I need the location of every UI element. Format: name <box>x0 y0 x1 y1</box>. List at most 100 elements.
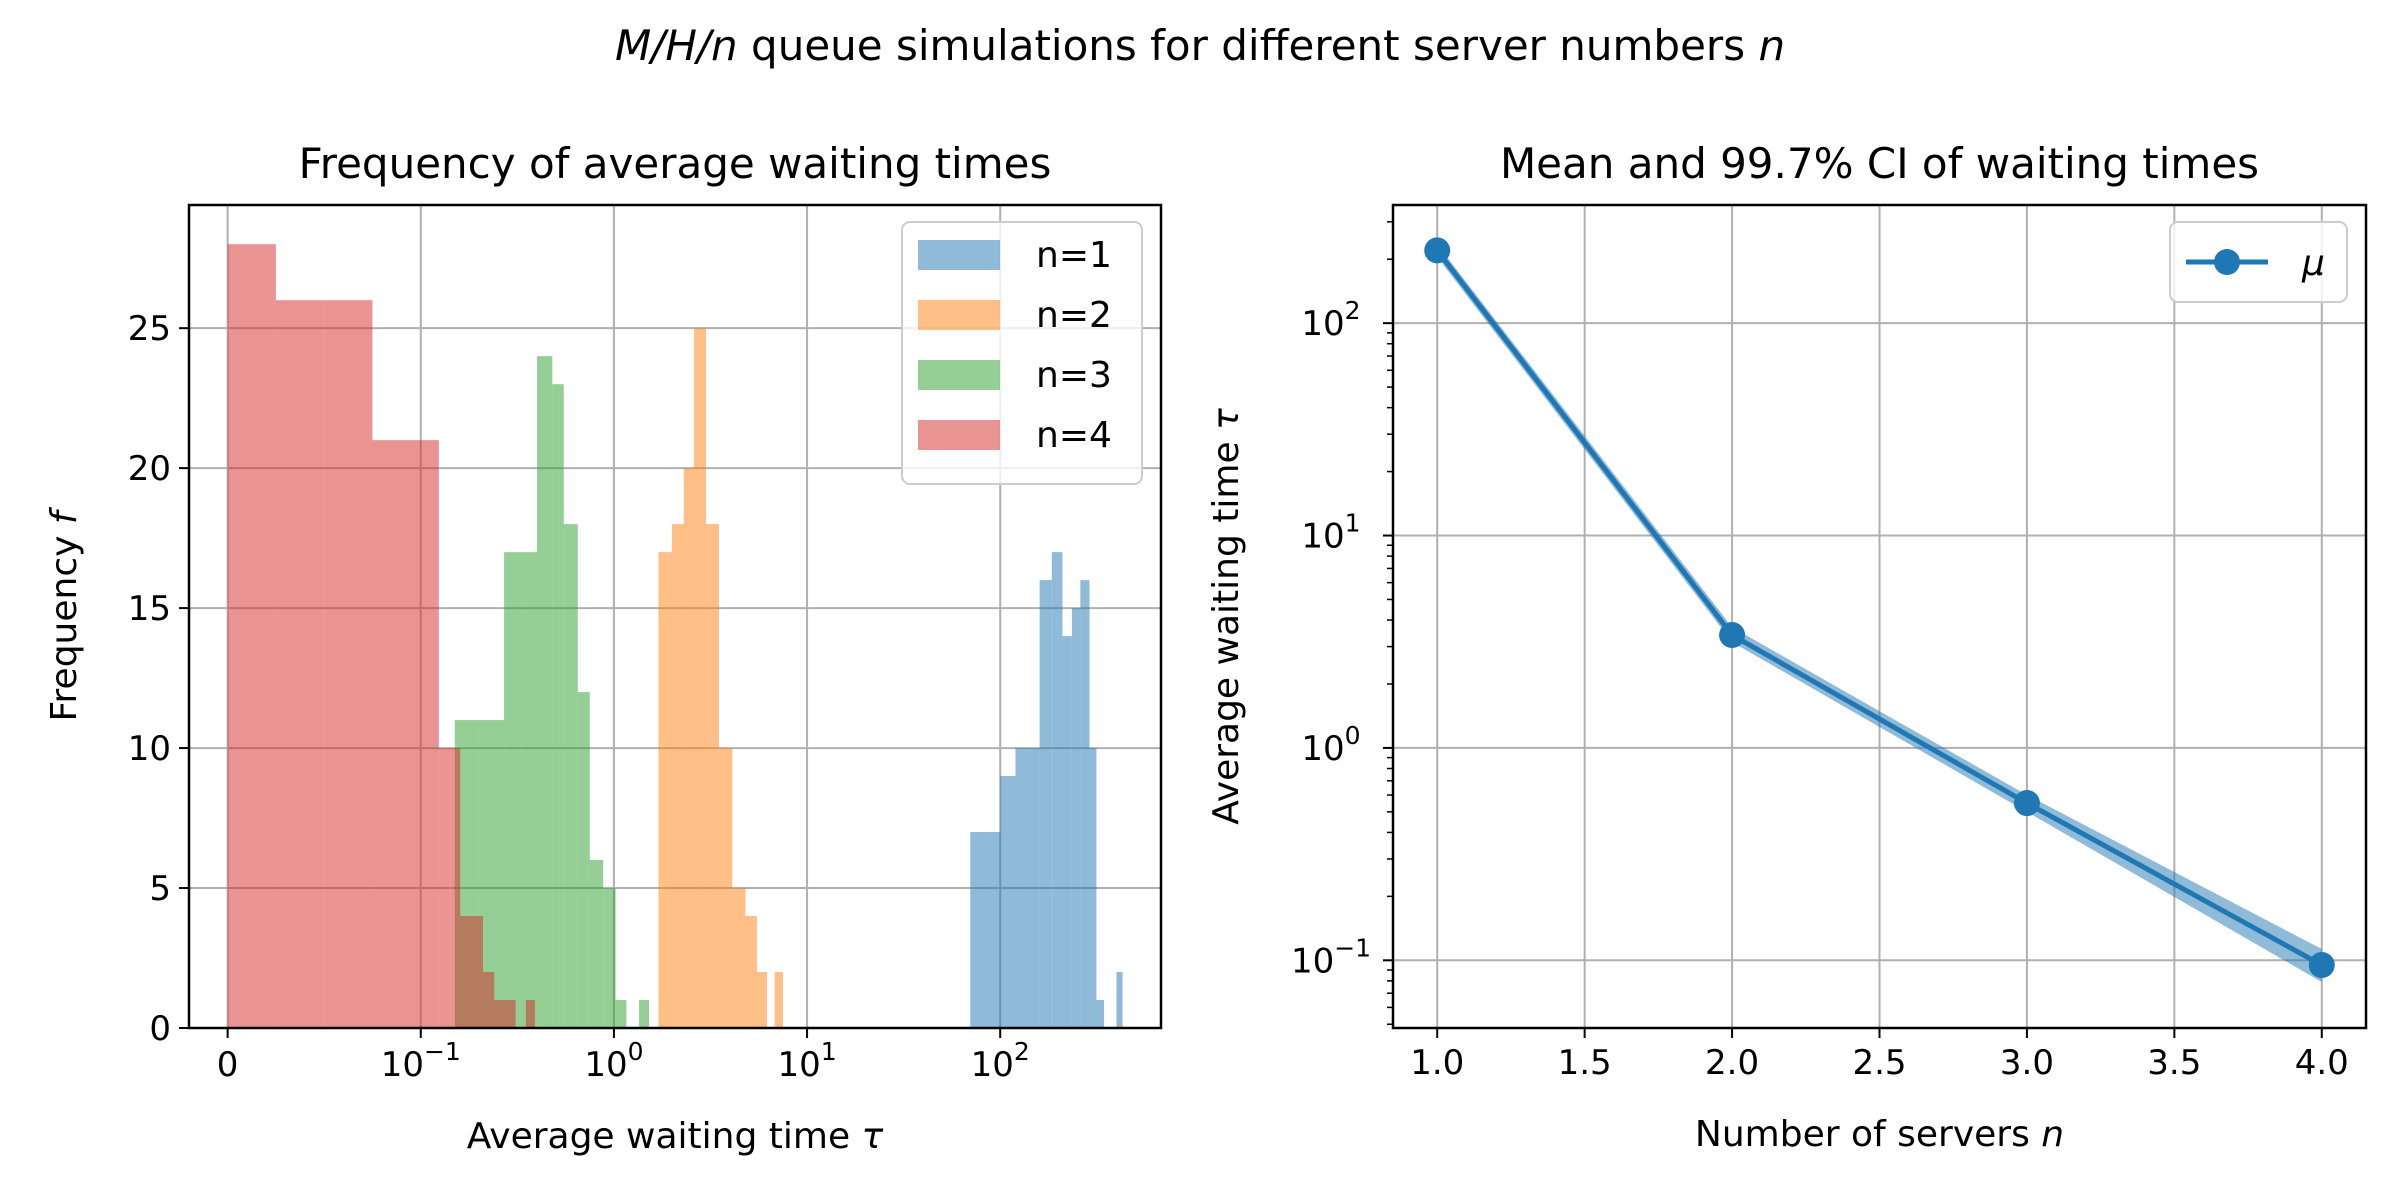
histogram-bar-n3 <box>520 552 538 1028</box>
histogram-legend-label: n=2 <box>1036 295 1112 336</box>
histogram-bar-n1 <box>1080 580 1090 1028</box>
histogram-bar-n4 <box>372 440 421 1029</box>
line-x-axis-label-symbol: n <box>2041 1114 2064 1155</box>
histogram-bar-n1 <box>1096 1000 1105 1028</box>
histogram-bar-n3 <box>589 860 604 1028</box>
histogram-x-tick-label-base: 10 <box>777 1045 820 1085</box>
line-x-tick-label: 1.0 <box>1410 1043 1464 1083</box>
line-x-tick-label: 4.0 <box>2295 1043 2349 1083</box>
histogram-bar-n2 <box>694 328 707 1029</box>
suptitle-italic-prefix: M/H/n <box>615 21 738 70</box>
histogram-bar-n2 <box>774 972 783 1028</box>
line-legend-marker <box>2214 249 2240 275</box>
histogram-bar-n2 <box>672 524 684 1028</box>
histogram-title: Frequency of average waiting times <box>299 139 1052 188</box>
suptitle-middle: queue simulations for different server n… <box>738 21 1759 70</box>
histogram-legend-swatch <box>918 300 1000 330</box>
histogram-x-axis-label-symbol: τ <box>862 1116 884 1157</box>
mean-point <box>2308 952 2335 979</box>
line-x-tick-label: 1.5 <box>1558 1043 1612 1083</box>
histogram-x-tick-label-base: 10 <box>381 1045 424 1085</box>
histogram-y-tick-label: 0 <box>149 1009 171 1049</box>
histogram-bar-n2 <box>745 916 757 1028</box>
histogram-bar-n1 <box>1028 748 1040 1028</box>
mean-point <box>1424 237 1451 264</box>
histogram-y-tick-label: 5 <box>149 869 171 909</box>
histogram-x-axis-label: Average waiting time τ <box>467 1116 884 1157</box>
histogram-bar-n4 <box>420 440 439 1029</box>
histogram-x-tick-label-exponent: −1 <box>424 1037 461 1066</box>
histogram-legend-swatch <box>918 420 1000 450</box>
line-y-tick-label: 102 <box>1301 296 1360 344</box>
histogram-bar-n4 <box>324 300 373 1028</box>
histogram-legend-label: n=3 <box>1036 355 1112 396</box>
line-x-tick-label: 2.5 <box>1852 1043 1906 1083</box>
histogram-bar-n1 <box>1071 608 1081 1028</box>
histogram-bar-n3 <box>639 1000 650 1028</box>
histogram-bar-n2 <box>706 524 720 1028</box>
histogram-bar-n3 <box>504 552 521 1028</box>
histogram-bar-n4 <box>227 244 276 1028</box>
line-x-axis-label: Number of servers n <box>1695 1114 2064 1155</box>
histogram-x-tick-label-exponent: 2 <box>1014 1037 1030 1066</box>
histogram-x-tick-label: 10−1 <box>381 1037 461 1085</box>
line-y-tick-label-exponent: 2 <box>1345 296 1361 325</box>
histogram-y-axis-label: Frequency f <box>44 506 85 721</box>
histogram-legend-swatch <box>918 360 1000 390</box>
histogram-bar-n4 <box>450 748 461 1028</box>
line-legend-label: μ <box>2301 243 2325 284</box>
histogram-bar-n3 <box>603 888 616 1028</box>
line-y-tick-label-exponent: −1 <box>1334 933 1371 962</box>
histogram-bar-n4 <box>460 916 471 1028</box>
histogram-bar-n3 <box>563 524 578 1028</box>
histogram-bar-n4 <box>525 1000 535 1028</box>
histogram-bar-n4 <box>438 748 451 1028</box>
histogram-bar-n1 <box>1051 552 1063 1028</box>
histogram-x-tick-label-base: 10 <box>584 1045 627 1085</box>
mean-point <box>2013 790 2040 817</box>
line-y-tick-label: 100 <box>1301 721 1360 769</box>
histogram-bar-n3 <box>552 384 564 1028</box>
line-y-tick-label: 101 <box>1301 509 1360 557</box>
line-x-axis-label-text: Number of servers <box>1695 1114 2041 1155</box>
histogram-bar-n1 <box>1062 636 1072 1028</box>
histogram-bar-n4 <box>483 972 495 1028</box>
histogram-bar-n1 <box>1039 580 1052 1028</box>
histogram-x-tick-label-base: 10 <box>971 1045 1014 1085</box>
line-y-tick-label-base: 10 <box>1301 517 1344 557</box>
mean-line <box>1435 248 2323 968</box>
histogram-y-tick-label: 15 <box>128 589 171 629</box>
line-y-tick-label-base: 10 <box>1301 729 1344 769</box>
line-y-tick-label: 10−1 <box>1291 933 1371 981</box>
histogram-bar-n2 <box>658 552 673 1028</box>
line-y-axis-label: Average waiting time τ <box>1206 408 1247 825</box>
histogram-y-axis-label-text: Frequency <box>44 524 85 721</box>
histogram-axes-frame <box>187 203 1163 1030</box>
histogram-bar-n1 <box>1089 748 1097 1028</box>
line-y-tick-label-exponent: 0 <box>1345 721 1361 750</box>
line-y-tick-label-base: 10 <box>1291 941 1334 981</box>
histogram-bar-n2 <box>683 468 695 1028</box>
histogram-y-tick-label: 20 <box>128 449 171 489</box>
line-y-axis-label-text: Average waiting time <box>1206 430 1247 825</box>
histogram-bar-n3 <box>615 1000 627 1028</box>
line-x-tick-label: 3.5 <box>2147 1043 2201 1083</box>
histogram-bar-n1 <box>1116 972 1123 1028</box>
line-y-tick-label-exponent: 1 <box>1345 509 1361 538</box>
histogram-bar-n1 <box>1000 776 1016 1028</box>
histogram-bar-n4 <box>470 916 484 1028</box>
histogram-x-tick-label-exponent: 1 <box>821 1037 837 1066</box>
histogram-bar-n2 <box>756 972 767 1028</box>
histogram-bar-n4 <box>494 1000 508 1028</box>
histogram-bar-n4 <box>275 300 325 1028</box>
line-x-tick-label: 3.0 <box>2000 1043 2054 1083</box>
histogram-legend-box <box>901 221 1143 485</box>
histogram-x-tick-label: 101 <box>777 1037 836 1085</box>
histogram-bar-n3 <box>537 356 553 1028</box>
histogram-legend: n=1 n=2 n=3 n=4 <box>901 221 1143 485</box>
line-y-tick-label-base: 10 <box>1301 304 1344 344</box>
histogram-bar-n1 <box>986 832 1001 1028</box>
histogram-x-axis-label-text: Average waiting time <box>467 1116 862 1157</box>
